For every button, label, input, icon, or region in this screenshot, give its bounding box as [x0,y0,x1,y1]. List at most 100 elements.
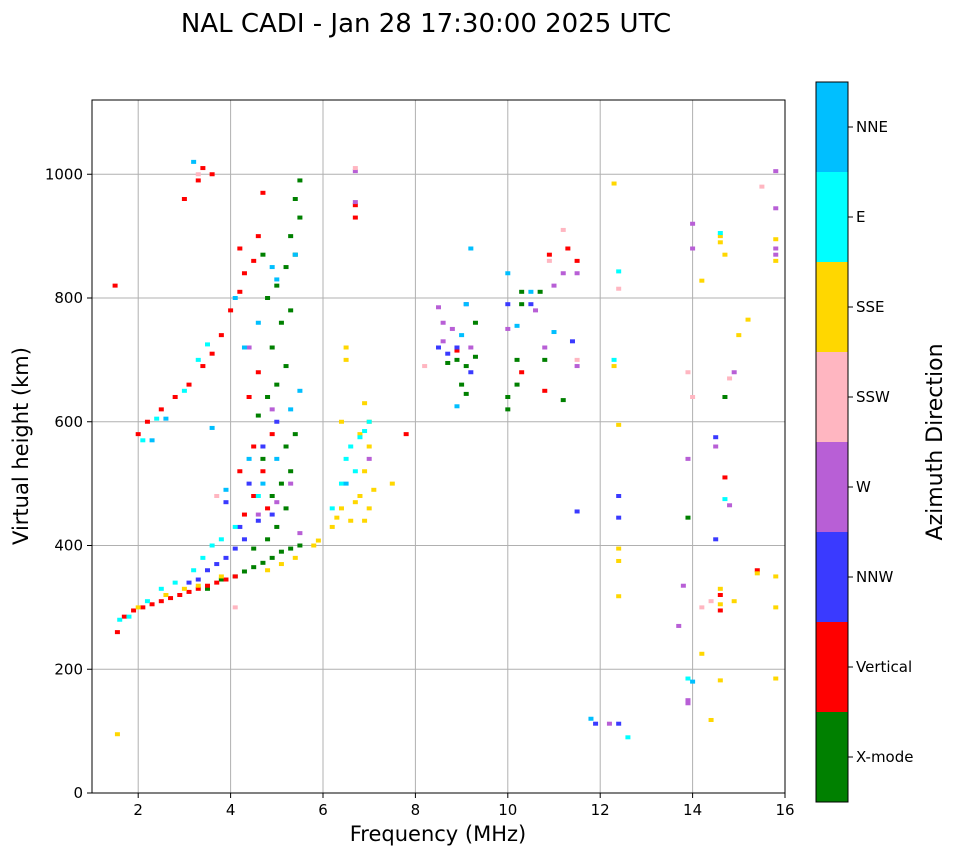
y-axis-label: Virtual height (km) [9,347,33,545]
data-point [135,605,141,610]
data-point [343,456,349,461]
data-point [186,589,192,594]
data-point [265,506,271,511]
data-point [232,546,238,551]
colorbar-label: Vertical [856,658,912,676]
data-point [773,252,779,257]
data-point [463,391,469,396]
x-tick-label: 6 [318,801,328,819]
data-point [352,500,358,505]
data-point [297,178,303,183]
data-point [297,215,303,220]
data-point [722,395,728,399]
data-point [754,568,760,573]
y-tick-label: 600 [54,413,83,431]
data-point [685,698,691,703]
data-point [616,269,622,274]
data-point [186,580,192,585]
data-point [514,323,520,328]
data-point [237,246,243,251]
colorbar-label: E [856,208,865,226]
data-point [117,617,123,622]
data-point [569,339,575,344]
x-tick-label: 8 [411,801,421,819]
data-point [727,503,733,508]
data-point [533,308,539,313]
data-point [274,456,280,461]
data-points [112,159,779,740]
data-point [251,494,257,498]
data-point [195,178,201,183]
data-point [343,481,349,486]
data-point [773,206,779,211]
data-point [195,586,201,591]
data-point [232,605,238,610]
data-point [205,583,210,588]
data-point [232,524,238,529]
data-point [519,370,525,375]
data-point [241,569,247,574]
colorbar-label: X-mode [856,748,913,766]
data-point [546,258,552,263]
data-point [195,583,201,588]
data-point [251,258,257,263]
data-point [195,577,201,582]
data-point [519,302,525,307]
data-point [514,382,520,387]
data-point [260,252,266,257]
data-point [223,555,229,560]
data-point [727,376,733,381]
data-point [676,623,682,628]
x-tick-label: 10 [498,801,517,819]
data-point [773,574,779,579]
data-point [436,305,441,310]
data-point [131,608,137,613]
data-point [274,419,280,424]
data-point [560,227,566,232]
data-point [260,444,266,449]
y-tick-label: 0 [73,784,83,802]
data-point [200,555,206,560]
data-point [255,320,261,325]
data-point [269,265,275,270]
data-point [172,580,178,585]
data-point [181,197,187,201]
data-point [228,308,234,313]
data-point [528,302,534,307]
data-point [232,296,238,300]
data-point [260,481,266,486]
data-point [163,593,169,597]
data-point [218,333,224,338]
colorbar-label: W [856,478,871,496]
data-point [362,401,368,406]
colorbar-segment [816,712,848,802]
data-point [685,676,691,681]
data-point [114,630,120,635]
data-point [274,283,280,288]
data-point [269,432,275,437]
data-point [209,543,215,548]
colorbar-label: NNE [856,118,888,136]
data-point [551,330,557,335]
data-point [334,515,340,520]
data-point [292,197,298,201]
data-point [690,679,696,684]
data-point [352,469,358,474]
y-tick-label: 400 [54,537,83,555]
x-tick-label: 14 [683,801,702,819]
data-point [708,599,714,604]
data-point [505,302,511,307]
data-point [745,317,751,322]
data-point [362,469,368,474]
data-point [773,676,779,681]
data-point [722,497,728,502]
x-axis-label: Frequency (MHz) [350,822,526,846]
data-point [251,444,257,449]
colorbar-segment [816,442,848,532]
data-point [343,345,349,350]
data-point [717,593,723,597]
data-point [713,444,719,449]
data-point [283,506,289,511]
data-point [611,364,617,369]
data-point [283,364,289,369]
